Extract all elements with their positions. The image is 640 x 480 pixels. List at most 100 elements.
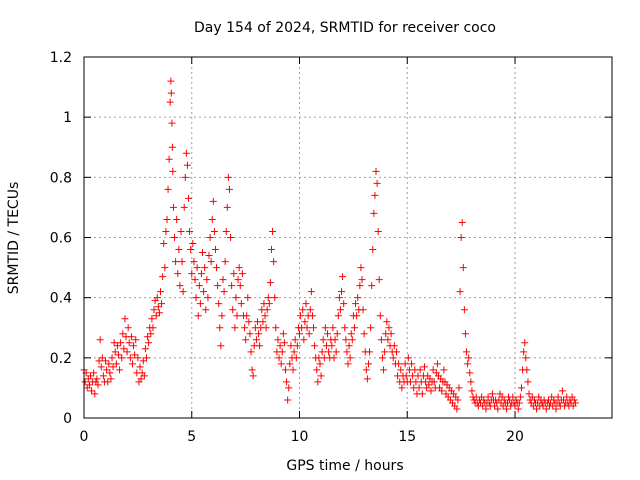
data-point <box>456 288 464 296</box>
data-point <box>401 360 409 368</box>
data-point <box>97 363 105 371</box>
y-tick-label: 0.6 <box>50 231 72 247</box>
data-point <box>387 330 395 338</box>
data-point <box>339 273 347 281</box>
data-point <box>114 351 122 359</box>
data-point <box>328 342 336 350</box>
data-point <box>313 366 321 374</box>
data-point <box>334 312 342 320</box>
data-point <box>502 405 510 413</box>
data-point <box>457 234 465 241</box>
data-point <box>217 342 225 350</box>
data-point <box>172 258 180 266</box>
data-point <box>188 270 196 278</box>
data-point <box>163 215 171 223</box>
data-point <box>238 270 246 278</box>
data-point <box>344 360 352 368</box>
data-point <box>299 306 307 314</box>
data-point <box>246 330 254 338</box>
data-point <box>402 372 410 380</box>
data-point <box>484 393 492 401</box>
data-point <box>109 363 117 371</box>
data-point <box>314 378 322 386</box>
data-point <box>524 378 532 386</box>
data-point <box>199 249 207 257</box>
data-point <box>425 381 433 389</box>
data-point <box>169 203 177 211</box>
data-point <box>421 363 429 371</box>
data-point <box>155 309 163 317</box>
data-point <box>275 354 283 362</box>
data-point <box>453 405 461 413</box>
data-point <box>350 324 358 332</box>
data-point <box>364 360 372 368</box>
data-point <box>308 312 316 320</box>
data-point <box>169 167 177 175</box>
data-point <box>93 375 101 383</box>
data-point <box>397 366 405 374</box>
data-point <box>168 119 176 127</box>
data-point <box>201 264 209 272</box>
data-point <box>266 279 274 287</box>
data-point <box>533 405 541 413</box>
data-point <box>488 390 496 398</box>
data-point <box>458 218 466 226</box>
data-point <box>429 366 437 374</box>
data-point <box>150 306 158 314</box>
data-point <box>389 354 397 362</box>
data-point <box>354 294 362 302</box>
data-point <box>468 387 476 395</box>
data-point <box>465 354 473 362</box>
data-point <box>293 342 301 350</box>
data-point <box>210 227 218 235</box>
x-tick-labels: 0 5 10 15 20 <box>80 429 524 445</box>
data-point <box>236 282 244 290</box>
data-point <box>542 405 550 413</box>
data-point <box>319 336 327 344</box>
data-point <box>310 324 318 332</box>
data-point <box>227 234 235 241</box>
data-point <box>438 387 446 395</box>
data-point <box>85 381 93 389</box>
data-point <box>235 264 243 272</box>
data-point <box>378 354 386 362</box>
data-point <box>118 354 126 362</box>
data-point <box>332 348 340 356</box>
data-point <box>241 324 249 332</box>
data-point <box>259 318 267 326</box>
data-point <box>126 354 134 362</box>
data-point <box>242 336 250 344</box>
data-point <box>228 282 236 290</box>
data-point <box>171 234 179 241</box>
data-point <box>94 381 102 389</box>
data-point <box>509 393 517 401</box>
data-point <box>516 393 524 401</box>
data-point <box>430 378 438 386</box>
data-point <box>398 384 406 392</box>
data-point <box>102 357 110 365</box>
data-point <box>316 360 324 368</box>
y-tick-label: 0.8 <box>50 170 72 186</box>
data-point <box>139 357 147 365</box>
data-point <box>152 312 160 320</box>
data-point <box>359 306 367 314</box>
y-tick-label: 0 <box>63 411 72 427</box>
data-point <box>176 282 184 290</box>
data-point <box>377 336 385 344</box>
data-point <box>181 173 189 181</box>
data-point <box>517 384 525 392</box>
data-point <box>243 312 251 320</box>
data-point <box>196 300 204 308</box>
data-point <box>371 191 379 199</box>
chart-title: Day 154 of 2024, SRMTID for receiver coc… <box>194 20 496 36</box>
data-point <box>307 288 315 296</box>
data-point <box>194 312 202 320</box>
data-point <box>215 300 223 308</box>
data-point <box>205 252 213 260</box>
data-point <box>256 342 264 350</box>
data-point <box>455 384 463 392</box>
data-point <box>346 354 354 362</box>
data-point <box>248 366 256 374</box>
y-tick-labels: 0 0.2 0.4 0.6 0.8 1 1.2 <box>50 50 72 427</box>
data-point <box>333 330 341 338</box>
